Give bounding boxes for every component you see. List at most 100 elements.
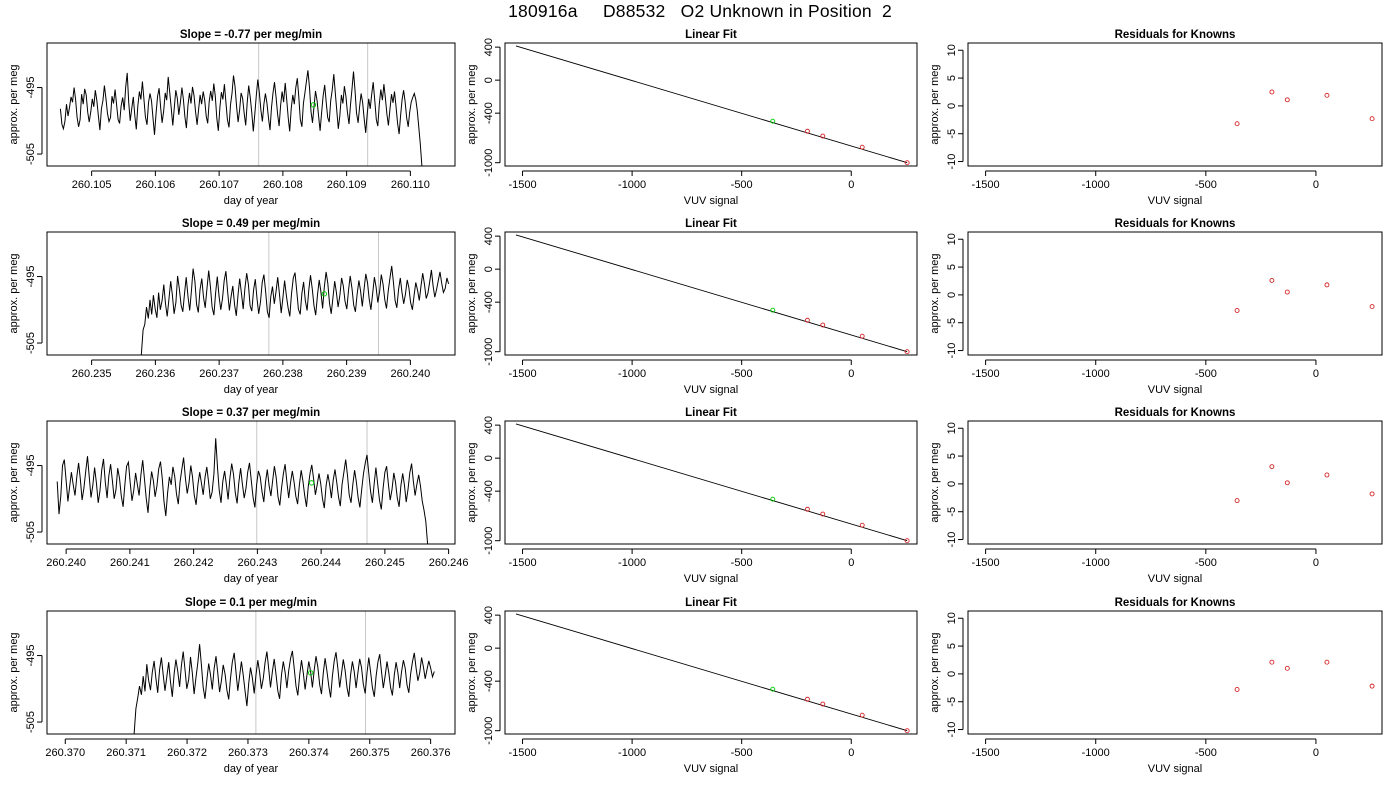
known-point <box>1284 480 1290 486</box>
x-tick-label: 260.246 <box>429 557 469 569</box>
known-point <box>1369 116 1375 122</box>
x-tick-label: 260.375 <box>350 747 390 759</box>
y-tick-label: -495 <box>25 455 37 477</box>
x-tick-label: -500 <box>731 747 753 759</box>
chart-title: Linear Fit <box>685 597 737 609</box>
known-point <box>1284 665 1290 671</box>
chart-title: Linear Fit <box>685 407 737 419</box>
chart-panel-linear-fit-row-2: Linear Fit -1500 -1000 -500 0 VUV signal 400 0 -… <box>466 218 918 396</box>
x-tick-label: 260.235 <box>72 368 112 380</box>
x-axis-label: VUV signal <box>1148 195 1202 207</box>
x-tick-label: -1000 <box>618 368 646 380</box>
x-tick-label: 260.239 <box>327 368 367 380</box>
known-point <box>804 506 810 512</box>
plot-area <box>515 234 910 355</box>
y-tick-label: -505 <box>25 711 37 733</box>
x-tick-label: 0 <box>848 368 854 380</box>
plot-frame <box>46 610 456 735</box>
y-axis-label: approx. per meg <box>8 253 20 333</box>
x-tick-label: -1000 <box>1082 179 1110 191</box>
chart-panel-linear-fit-row-3: Linear Fit -1500 -1000 -500 0 VUV signal 400 0 -… <box>466 407 918 585</box>
fit-line <box>515 613 908 732</box>
y-axis-label: approx. per meg <box>8 64 20 144</box>
plot-frame <box>504 42 918 167</box>
known-point <box>804 696 810 702</box>
y-tick-label: 0 <box>483 77 495 83</box>
chart-panel-linear-fit-row-4: Linear Fit -1500 -1000 -500 0 VUV signal 400 0 -… <box>466 597 918 775</box>
x-tick-label: -1500 <box>972 368 1000 380</box>
chart-panel-time-series-row-2: Slope = 0.49 per meg/min 260.235 260.236 26… <box>8 218 456 396</box>
x-tick-label: 260.244 <box>301 557 341 569</box>
y-tick-label: 0 <box>946 292 958 298</box>
y-axis-label: approx. per meg <box>929 253 941 333</box>
fit-line <box>515 423 908 542</box>
y-tick-label: 0 <box>483 266 495 272</box>
plot-area <box>140 265 450 355</box>
plot-area <box>59 70 423 166</box>
y-tick-label: 0 <box>946 671 958 677</box>
fit-line <box>515 234 908 353</box>
chart-title: Residuals for Knowns <box>1115 597 1236 609</box>
plot-area <box>1234 89 1375 127</box>
plot-area <box>515 423 910 544</box>
y-tick-label: -400 <box>483 670 495 692</box>
known-point <box>1234 308 1240 313</box>
x-tick-label: -1500 <box>972 747 1000 759</box>
chart-title: Slope = 0.37 per meg/min <box>182 407 320 419</box>
y-tick-label: -400 <box>483 291 495 313</box>
y-tick-label: 5 <box>946 643 958 649</box>
chart-title: Residuals for Knowns <box>1115 407 1236 419</box>
x-tick-label: 260.373 <box>228 747 268 759</box>
x-tick-label: 0 <box>848 557 854 569</box>
x-tick-label: 260.376 <box>411 747 451 759</box>
known-point <box>804 317 810 323</box>
x-tick-label: 260.372 <box>167 747 207 759</box>
x-axis-label: day of year <box>224 763 279 775</box>
chart-panel-residuals-row-3: Residuals for Knowns -1500 -1000 -500 0 VUV s… <box>929 407 1383 585</box>
x-tick-label: 0 <box>848 747 854 759</box>
known-point <box>904 728 910 734</box>
unknown-point-marker <box>310 102 317 108</box>
y-tick-label: 5 <box>946 453 958 459</box>
x-tick-label: 260.242 <box>174 557 214 569</box>
x-tick-label: -1500 <box>508 179 536 191</box>
plot-frame <box>967 610 1383 735</box>
x-tick-label: -500 <box>731 557 753 569</box>
x-axis-label: VUV signal <box>1148 384 1202 396</box>
x-tick-label: 260.107 <box>199 179 239 191</box>
x-tick-label: 0 <box>848 179 854 191</box>
x-tick-label: 260.106 <box>135 179 175 191</box>
y-tick-label: 5 <box>946 264 958 270</box>
y-tick-label: 10 <box>946 612 958 624</box>
fit-line <box>515 45 908 164</box>
x-tick-label: -1000 <box>618 747 646 759</box>
x-tick-label: 260.105 <box>72 179 112 191</box>
plot-frame <box>967 231 1383 356</box>
x-axis-label: VUV signal <box>684 573 738 585</box>
y-axis-label: approx. per meg <box>929 632 941 712</box>
y-tick-label: -5 <box>946 129 958 139</box>
y-tick-label: -505 <box>25 521 37 543</box>
known-point <box>1234 687 1240 692</box>
y-tick-label: -400 <box>483 480 495 502</box>
known-point <box>1324 92 1330 98</box>
x-tick-label: -1500 <box>508 747 536 759</box>
y-tick-label: 400 <box>483 227 495 245</box>
y-tick-label: 10 <box>946 233 958 245</box>
chart-title: Slope = 0.1 per meg/min <box>185 597 317 609</box>
y-tick-label: -1000 <box>483 527 495 555</box>
x-tick-label: -500 <box>1195 557 1217 569</box>
plot-area <box>56 438 429 544</box>
x-tick-label: 260.109 <box>327 179 367 191</box>
y-tick-label: 0 <box>946 103 958 109</box>
known-point <box>1284 289 1290 295</box>
y-tick-label: 5 <box>946 75 958 81</box>
chart-panel-time-series-row-4: Slope = 0.1 per meg/min 260.370 260.371 260… <box>8 597 456 775</box>
chart-title: Linear Fit <box>685 218 737 230</box>
y-axis-label: approx. per meg <box>466 632 478 712</box>
x-tick-label: -1000 <box>618 557 646 569</box>
y-axis-label: approx. per meg <box>929 442 941 522</box>
y-axis-label: approx. per meg <box>8 442 20 522</box>
x-tick-label: -1000 <box>1082 557 1110 569</box>
